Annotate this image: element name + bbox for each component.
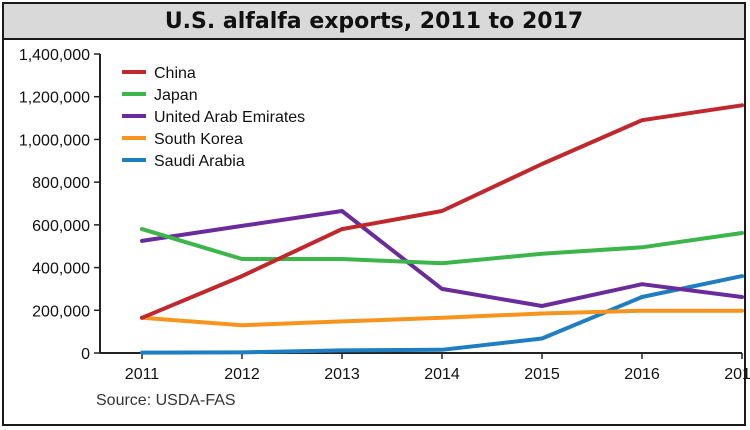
y-tick-label: 400,000 xyxy=(32,261,90,278)
x-tick-label: 2017 xyxy=(724,366,750,383)
y-tick-label: 1,200,000 xyxy=(19,90,90,107)
x-tick-label: 2013 xyxy=(324,366,360,383)
series-line-saudi-arabia xyxy=(140,274,744,355)
legend-label: China xyxy=(154,65,196,82)
series-line-south-korea xyxy=(140,308,744,328)
x-tick-label: 2012 xyxy=(224,366,260,383)
x-tick-label: 2011 xyxy=(125,366,160,383)
x-tick-label: 2014 xyxy=(424,366,460,383)
chart-title: U.S. alfalfa exports, 2011 to 2017 xyxy=(164,8,584,34)
x-tick-label: 2016 xyxy=(624,366,660,383)
series-line-china xyxy=(140,103,744,320)
series-line-united-arab-emirates xyxy=(140,209,744,308)
legend-label: South Korea xyxy=(154,131,243,148)
y-tick-label: 200,000 xyxy=(32,303,90,320)
legend-label: United Arab Emirates xyxy=(154,109,305,126)
x-tick-label: 2015 xyxy=(524,366,560,383)
y-tick-label: 0 xyxy=(81,346,90,363)
y-tick-label: 1,400,000 xyxy=(19,47,90,64)
y-tick-label: 800,000 xyxy=(32,175,90,192)
series-line-japan xyxy=(140,227,744,266)
y-tick-label: 1,000,000 xyxy=(19,132,90,149)
y-tick-label: 600,000 xyxy=(32,218,90,235)
title-bar: U.S. alfalfa exports, 2011 to 2017 xyxy=(4,4,744,40)
legend-label: Japan xyxy=(154,87,198,104)
source-note: Source: USDA-FAS xyxy=(96,392,236,409)
legend-label: Saudi Arabia xyxy=(154,153,245,170)
